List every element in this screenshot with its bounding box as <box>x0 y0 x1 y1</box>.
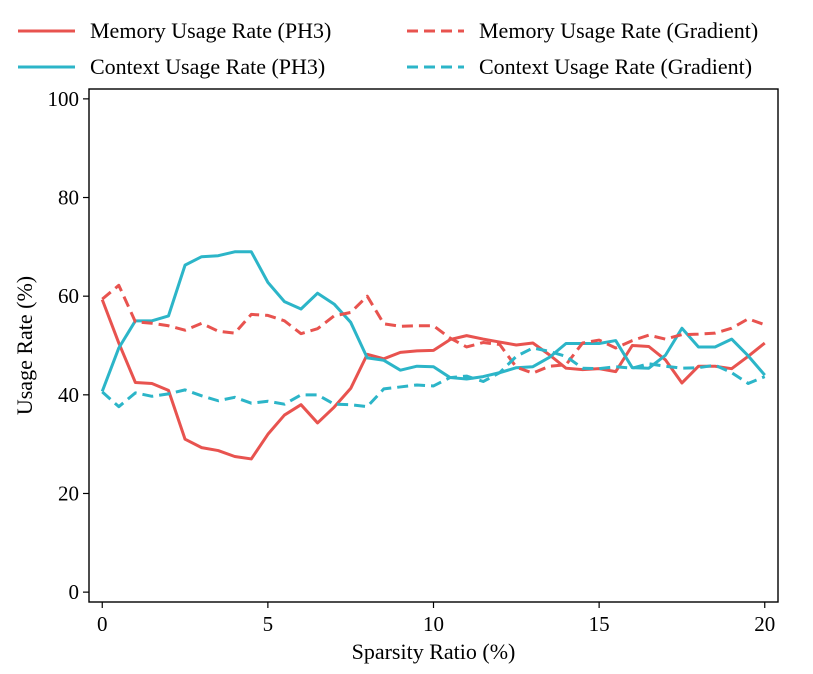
y-axis: 0 20 40 60 80 100 <box>48 87 89 604</box>
legend-item-4: Context Usage Rate (Gradient) <box>407 54 752 79</box>
legend-item-1: Memory Usage Rate (PH3) <box>18 18 331 43</box>
legend-label: Context Usage Rate (PH3) <box>90 54 325 79</box>
series-layer <box>100 250 766 461</box>
x-axis: 0 5 10 15 20 <box>97 602 775 636</box>
y-tick-label: 100 <box>48 87 80 111</box>
series-line-1 <box>100 299 766 461</box>
y-tick-label: 80 <box>58 186 79 210</box>
y-tick-label: 0 <box>69 580 80 604</box>
x-axis-label: Sparsity Ratio (%) <box>352 639 516 664</box>
x-tick-label: 20 <box>754 612 775 636</box>
y-tick-label: 60 <box>58 284 79 308</box>
legend-label: Context Usage Rate (Gradient) <box>479 54 752 79</box>
y-axis-label: Usage Rate (%) <box>12 276 37 415</box>
series-line-4 <box>101 346 766 409</box>
y-tick-label: 40 <box>58 383 79 407</box>
x-tick-label: 15 <box>589 612 610 636</box>
x-tick-label: 0 <box>97 612 108 636</box>
x-tick-label: 5 <box>263 612 274 636</box>
y-tick-label: 20 <box>58 481 79 505</box>
legend: Memory Usage Rate (PH3) Memory Usage Rate… <box>18 18 758 79</box>
x-tick-label: 10 <box>423 612 444 636</box>
series-line-3 <box>101 283 766 375</box>
legend-label: Memory Usage Rate (PH3) <box>90 18 331 43</box>
series-line-2 <box>100 250 766 392</box>
legend-label: Memory Usage Rate (Gradient) <box>479 18 758 43</box>
legend-item-2: Context Usage Rate (PH3) <box>18 54 325 79</box>
plot-frame <box>88 88 779 603</box>
legend-item-3: Memory Usage Rate (Gradient) <box>407 18 758 43</box>
